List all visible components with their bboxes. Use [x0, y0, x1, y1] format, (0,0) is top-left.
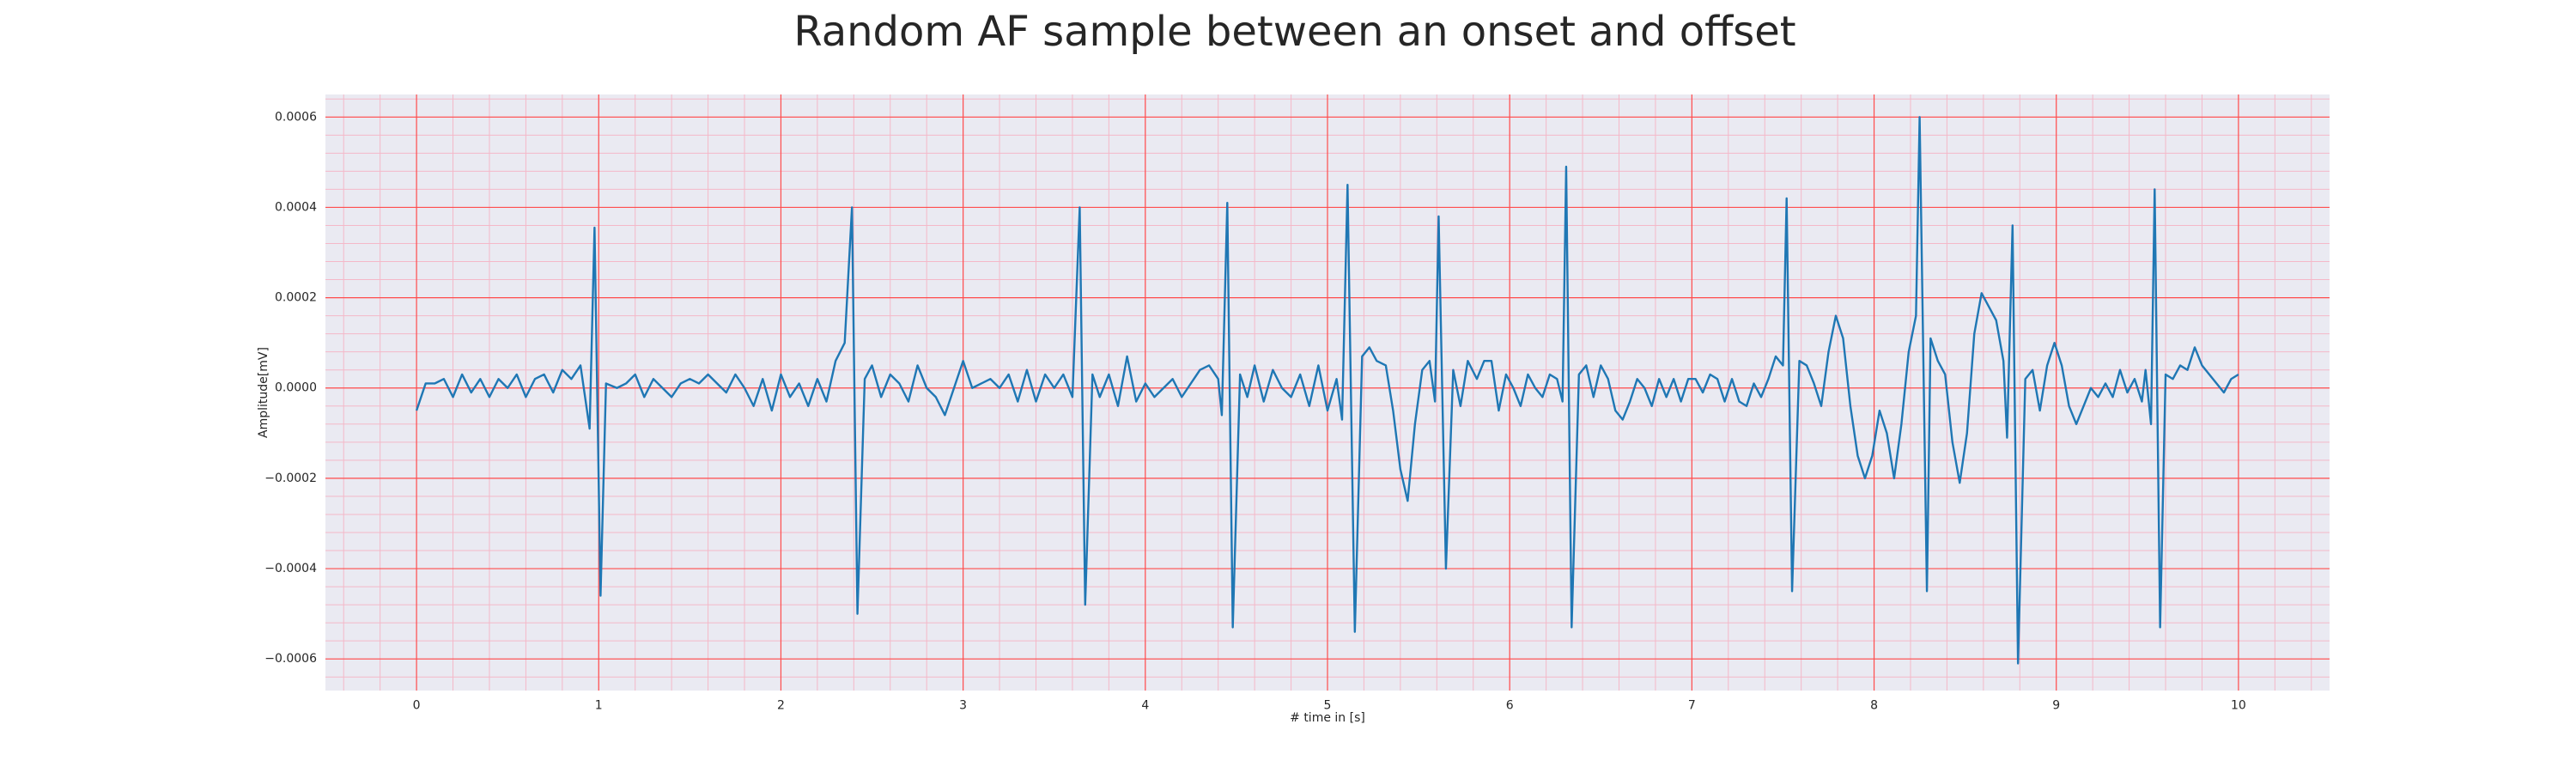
x-tick-label: 8 — [1870, 699, 1878, 713]
y-tick-label: 0.0002 — [275, 291, 317, 305]
x-tick-label: 3 — [959, 699, 967, 713]
y-tick-label: −0.0002 — [264, 472, 317, 485]
x-tick-label: 9 — [2052, 699, 2060, 713]
x-tick-label: 6 — [1506, 699, 1514, 713]
x-tick-label: 5 — [1324, 699, 1332, 713]
x-axis-label: # time in [s] — [1290, 711, 1365, 725]
y-tick-label: −0.0004 — [264, 562, 317, 575]
x-tick-label: 2 — [777, 699, 785, 713]
y-tick-label: 0.0004 — [275, 200, 317, 214]
y-axis-label: Amplitude[mV] — [257, 347, 270, 438]
signal-line — [415, 116, 2239, 665]
x-tick-label: 10 — [2231, 699, 2246, 713]
chart-title: Random AF sample between an onset and of… — [793, 8, 1795, 56]
x-tick-label: 1 — [595, 699, 603, 713]
x-tick-label: 0 — [413, 699, 421, 713]
y-tick-label: 0.0000 — [275, 381, 317, 395]
y-tick-label: −0.0006 — [264, 652, 317, 666]
x-tick-label: 4 — [1141, 699, 1149, 713]
x-tick-label: 7 — [1688, 699, 1696, 713]
y-tick-label: 0.0006 — [275, 110, 317, 124]
